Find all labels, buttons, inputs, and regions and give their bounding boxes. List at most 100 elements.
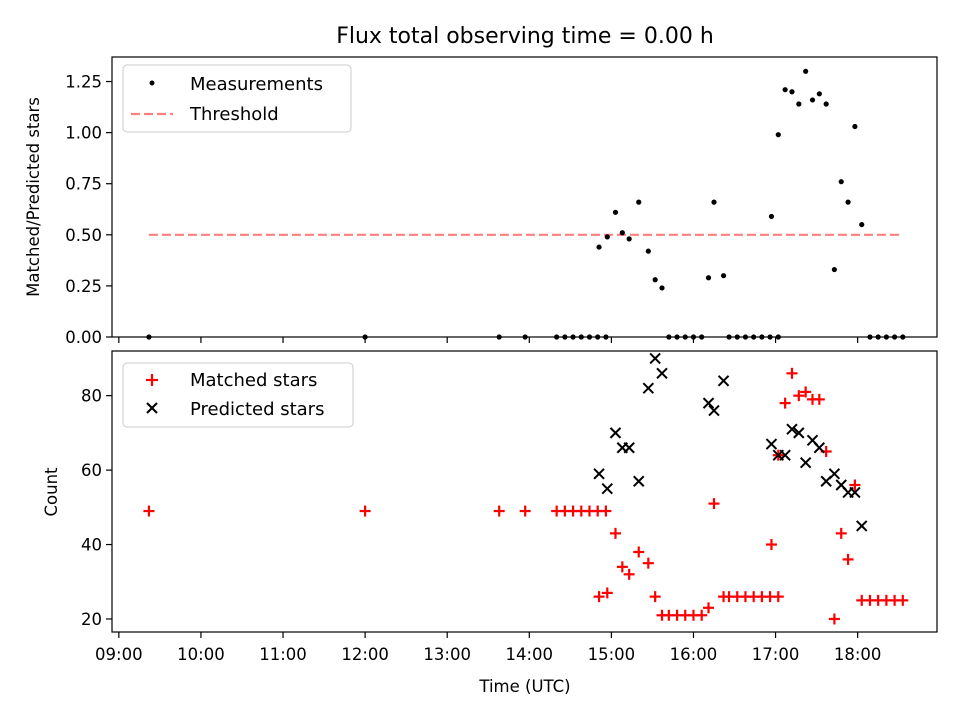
matched-star-point	[601, 587, 613, 599]
measurement-point	[775, 334, 781, 340]
measurement-points	[146, 68, 906, 340]
measurement-point	[775, 132, 781, 138]
measurement-point	[604, 234, 610, 240]
bottom-y-tick-label: 20	[81, 610, 102, 629]
matched-star-point	[897, 594, 909, 606]
matched-star-point	[793, 390, 805, 402]
measurement-point	[734, 334, 740, 340]
measurement-point	[626, 236, 632, 242]
bottom-legend-box	[122, 362, 354, 428]
measurement-point	[883, 334, 889, 340]
matched-star-point	[842, 553, 854, 565]
measurement-point	[595, 334, 601, 340]
measurement-point	[900, 334, 906, 340]
measurement-point	[726, 334, 732, 340]
matched-star-point	[779, 397, 791, 409]
measurement-point	[803, 68, 809, 74]
x-tick-label: 09:00	[95, 645, 143, 664]
predicted-stars-points	[593, 352, 868, 532]
matched-star-point	[593, 591, 605, 603]
top-y-tick-label: 0.00	[65, 328, 102, 347]
measurement-point	[562, 334, 568, 340]
matched-star-point	[600, 505, 612, 517]
top-legend-box	[122, 64, 352, 133]
measurement-point	[652, 277, 658, 283]
measurement-point	[875, 334, 881, 340]
top-y-tick-label: 0.25	[65, 277, 102, 296]
matched-star-point	[493, 505, 505, 517]
bottom-legend: Matched stars Predicted stars	[122, 362, 354, 428]
legend-measurements-label: Measurements	[190, 74, 323, 95]
measurement-point	[867, 334, 873, 340]
top-subplot: 0.00 0.25 0.50 0.75 1.00 1.25 Matched/Predict…	[24, 56, 938, 347]
legend-predicted-label: Predicted stars	[190, 399, 324, 420]
predicted-star-point	[779, 449, 791, 461]
measurement-point	[578, 334, 584, 340]
predicted-star-point	[799, 456, 812, 469]
measurement-point	[711, 199, 717, 205]
measurement-point	[586, 334, 593, 340]
top-y-axis: 0.00 0.25 0.50 0.75 1.00 1.25	[65, 73, 112, 347]
measurement-point	[362, 334, 368, 340]
legend-measurements-marker	[149, 80, 155, 86]
predicted-star-point	[623, 442, 635, 454]
measurement-point	[809, 97, 816, 103]
matched-star-point	[609, 527, 621, 539]
measurement-point	[619, 230, 625, 236]
measurement-point	[146, 334, 152, 340]
matched-star-point	[649, 591, 661, 603]
figure-title: Flux total observing time = 0.00 h	[336, 24, 714, 49]
matched-star-point	[143, 505, 155, 517]
bottom-y-tick-label: 80	[81, 387, 102, 406]
measurement-point	[767, 334, 773, 340]
measurement-point	[768, 213, 775, 220]
bottom-y-tick-label: 40	[81, 536, 102, 555]
bottom-y-tick-label: 60	[81, 461, 102, 480]
top-legend: Measurements Threshold	[122, 64, 352, 133]
measurement-point	[674, 334, 680, 340]
bottom-y-axis-label: Count	[42, 467, 61, 517]
measurement-point	[759, 334, 765, 340]
matched-star-point	[772, 591, 784, 603]
matched-star-point	[800, 386, 812, 398]
predicted-star-point	[813, 442, 826, 454]
top-y-tick-label: 0.50	[65, 226, 102, 245]
x-tick-label: 14:00	[506, 645, 554, 664]
predicted-star-point	[786, 423, 798, 435]
matched-stars-points	[143, 367, 909, 625]
measurement-point	[720, 273, 727, 279]
predicted-star-point	[656, 367, 668, 380]
legend-matched-marker	[146, 374, 158, 386]
measurement-point	[838, 179, 844, 185]
legend-threshold-label: Threshold	[189, 104, 279, 125]
measurement-point	[645, 248, 651, 254]
measurement-point	[891, 334, 898, 340]
measurement-point	[816, 91, 822, 97]
matched-star-point	[786, 367, 798, 379]
top-y-tick-label: 1.00	[65, 124, 102, 143]
measurement-point	[554, 334, 560, 340]
predicted-star-point	[828, 468, 841, 480]
predicted-star-point	[856, 520, 868, 532]
legend-predicted-marker	[146, 402, 158, 414]
x-tick-label: 11:00	[259, 645, 307, 664]
x-tick-label: 13:00	[423, 645, 471, 664]
measurement-point	[596, 244, 602, 250]
predicted-star-point	[633, 475, 645, 487]
predicted-star-point	[593, 468, 605, 480]
matched-star-point	[616, 561, 628, 573]
predicted-star-point	[702, 397, 715, 409]
x-tick-label: 16:00	[670, 645, 718, 664]
measurement-point	[659, 285, 665, 291]
predicted-star-point	[765, 438, 778, 450]
measurement-point	[823, 101, 829, 107]
measurement-point	[742, 334, 749, 340]
predicted-star-point	[601, 483, 613, 495]
measurement-point	[796, 101, 802, 107]
matched-star-point	[849, 479, 861, 491]
measurement-point	[690, 334, 697, 340]
measurement-point	[699, 334, 705, 340]
top-x-axis	[118, 337, 859, 343]
measurement-point	[682, 334, 688, 340]
x-tick-label: 10:00	[177, 645, 225, 664]
